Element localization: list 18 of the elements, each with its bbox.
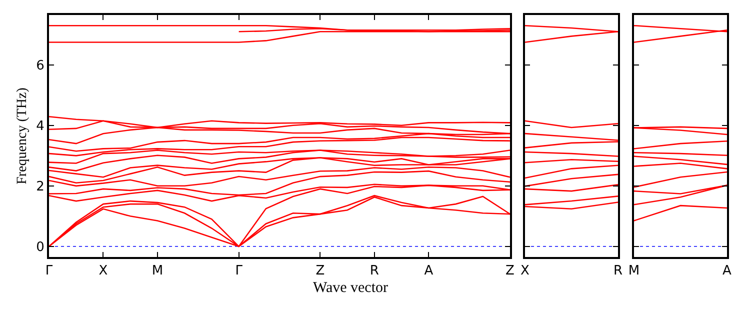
- x-tick-label: A: [722, 264, 732, 279]
- y-tick-label: 0: [36, 240, 44, 255]
- y-tick-label: 6: [36, 58, 44, 74]
- x-tick-label: Z: [506, 264, 515, 279]
- x-tick-label: Z: [316, 264, 325, 279]
- y-tick-label: 2: [36, 179, 44, 194]
- x-axis-title: Wave vector: [313, 280, 388, 296]
- x-tick-label: X: [98, 264, 108, 279]
- x-tick-label: M: [628, 264, 640, 279]
- x-tick-label: Γ: [235, 264, 244, 279]
- x-tick-label: X: [520, 264, 530, 279]
- y-axis-title: Frequency (THz): [15, 87, 30, 184]
- x-tick-label: R: [613, 264, 623, 279]
- x-tick-label: A: [424, 264, 434, 279]
- x-tick-label: M: [152, 264, 164, 279]
- y-tick-label: 4: [36, 118, 44, 134]
- x-tick-label: Γ: [45, 264, 54, 279]
- x-tick-label: R: [370, 264, 379, 279]
